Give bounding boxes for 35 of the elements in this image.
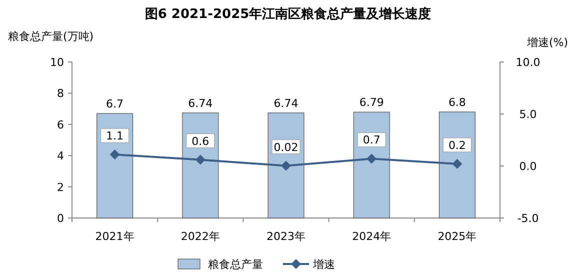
y-tick-label: 2 [57,180,64,194]
y-tick-label: 4 [57,150,64,163]
x-tick-label: 2023年 [266,230,306,243]
data-label: 6.74 [188,96,213,110]
point [281,160,291,171]
data-label: 0.6 [192,134,210,148]
x-tick-label: 2021年 [95,230,134,243]
y2-tick-label: 5.0 [519,108,537,121]
data-label: 0.2 [448,138,466,152]
data-label: 6.8 [448,96,466,109]
data-label: 6.7 [106,97,124,110]
y-tick-label: 10 [50,56,64,69]
y-axis-title: 粮食总产量(万吨) [8,30,94,43]
y2-tick-label: 0.0 [519,160,537,173]
x-tick-label: 2025年 [438,230,477,243]
y-tick-label: 0 [57,212,64,225]
data-label: 0.02 [274,140,298,154]
point [366,154,377,164]
legend-label: 粮食总产量 [208,258,263,271]
y2-axis-title: 增速(%) [526,36,568,49]
data-label: 6.79 [359,96,384,110]
point [452,158,462,169]
y2-tick-label: -5.0 [517,212,539,225]
legend-label: 增速 [312,258,335,271]
data-label: 1.1 [106,130,124,143]
y-tick-label: 6 [57,118,64,132]
y-tick-label: 8 [57,87,64,100]
chart-title: 图6 2021-2025年江南区粮食总产量及增长速度 [144,6,432,22]
x-tick-label: 2022年 [180,230,220,243]
data-label: 6.74 [274,96,298,110]
x-tick-label: 2024年 [352,230,392,243]
point [195,154,206,165]
point [110,150,120,160]
y2-tick-label: 10.0 [516,56,540,69]
data-label: 0.7 [362,134,380,147]
